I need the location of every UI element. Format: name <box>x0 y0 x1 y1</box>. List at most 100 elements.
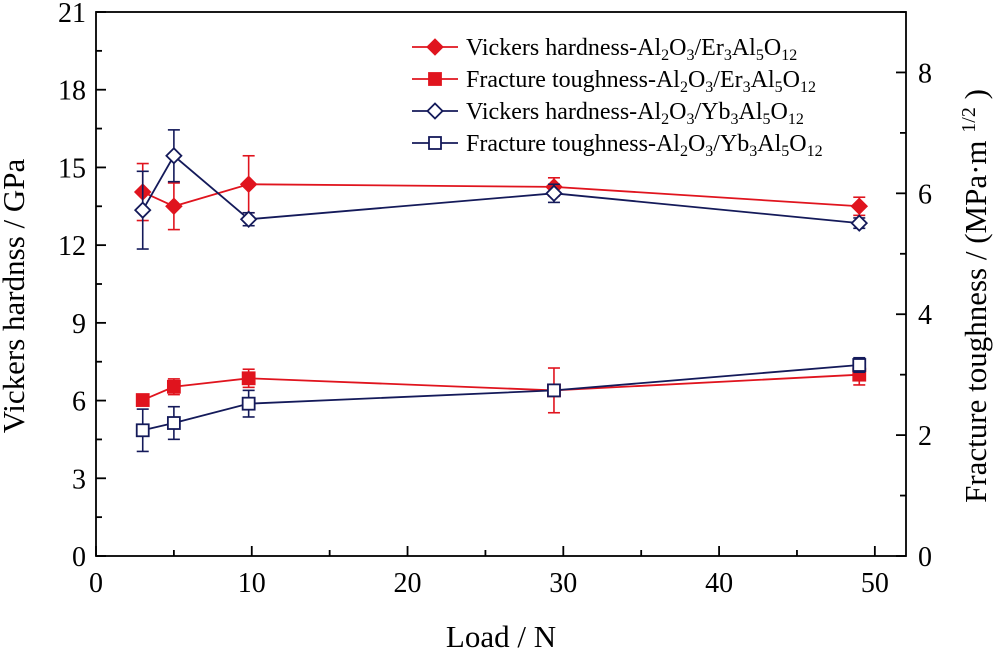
data-point <box>850 214 869 232</box>
legend-label-subscript: 2 <box>680 79 688 96</box>
x-tick-label: 10 <box>238 568 266 599</box>
legend-marker <box>428 136 442 150</box>
data-point <box>239 210 258 229</box>
legend-label-part: Al <box>757 131 781 157</box>
legend-label-part: Vickers hardness-Al <box>466 99 661 125</box>
legend-label-subscript: 3 <box>749 143 757 160</box>
right-y-tick-label: 2 <box>918 421 932 452</box>
data-point <box>135 423 150 438</box>
data-point <box>166 416 181 430</box>
legend-item-3: Vickers hardness-Al2O3/Yb3Al5O12 <box>412 99 804 128</box>
plot-border <box>95 11 907 557</box>
left-y-tick-label: 6 <box>72 387 86 418</box>
legend-label-part: O <box>688 131 705 157</box>
legend-label-part: /Yb <box>713 131 749 157</box>
legend-label-part: Fracture toughness-Al <box>466 67 680 93</box>
legend-label-part: O <box>789 131 806 157</box>
legend-label: Vickers hardness-Al2O3/Er3Al5O12 <box>466 35 797 64</box>
legend-label-subscript: 3 <box>687 47 695 64</box>
right-y-axis-title: Fracture toughness / (MPa·m 1/2 ) <box>947 89 993 503</box>
data-point <box>165 197 183 216</box>
legend-label-subscript: 3 <box>687 111 695 128</box>
legend-label: Vickers hardness-Al2O3/Yb3Al5O12 <box>466 99 804 128</box>
legend-marker <box>428 72 442 86</box>
legend-label-subscript: 3 <box>724 47 732 64</box>
series-layer <box>133 129 869 453</box>
legend-label-part: O <box>783 67 800 93</box>
legend-label-part: Al <box>751 67 775 93</box>
data-point <box>547 383 561 398</box>
legend-label-part: /Er <box>695 35 724 61</box>
right-y-tick-label: 0 <box>918 542 932 573</box>
left-y-tick-label: 18 <box>58 76 86 107</box>
data-point <box>545 184 563 203</box>
legend-label-subscript: 12 <box>800 79 816 96</box>
right-y-axis-title-close: ) <box>958 89 993 99</box>
left-y-tick-label: 3 <box>72 464 86 495</box>
x-tick-label: 30 <box>549 568 577 599</box>
right-y-tick-label: 4 <box>918 300 932 331</box>
data-point <box>135 393 150 407</box>
left-y-tick-label: 9 <box>72 309 86 340</box>
right-y-tick-label: 6 <box>918 179 932 210</box>
data-point <box>133 201 152 219</box>
left-y-tick-label: 12 <box>58 231 86 262</box>
legend-label-subscript: 2 <box>661 47 669 64</box>
legend-label-subscript: 3 <box>743 79 751 96</box>
plot-frame <box>95 11 907 557</box>
x-tick-label: 40 <box>705 568 733 599</box>
right-y-axis-title-sup: 1/2 <box>958 107 980 133</box>
legend-label-part: Al <box>732 35 756 61</box>
legend-item-1: Vickers hardness-Al2O3/Er3Al5O12 <box>412 35 797 64</box>
x-tick-label: 50 <box>861 568 889 599</box>
x-tick-label: 0 <box>89 568 103 599</box>
legend-label-subscript: 5 <box>781 143 789 160</box>
left-y-axis-title: Vickers hardnss / GPa <box>0 159 31 434</box>
legend-item-4: Fracture toughness-Al2O3/Yb3Al5O12 <box>412 131 823 160</box>
legend-label: Fracture toughness-Al2O3/Er3Al5O12 <box>466 67 816 96</box>
legend-label-subscript: 5 <box>756 47 764 64</box>
data-point <box>239 175 258 194</box>
legend-label-subscript: 2 <box>661 111 669 128</box>
x-axis-ticks: 0 10 20 30 40 50 <box>89 546 889 599</box>
legend-item-2: Fracture toughness-Al2O3/Er3Al5O12 <box>412 67 816 96</box>
data-point <box>241 396 256 411</box>
series-4 <box>135 356 867 453</box>
legend-label-subscript: 3 <box>705 143 713 160</box>
left-y-tick-label: 0 <box>72 542 86 573</box>
data-point <box>241 371 256 386</box>
data-point <box>166 379 181 394</box>
legend-label-part: O <box>764 35 781 61</box>
data-point <box>850 197 869 216</box>
legend-label-part: Vickers hardness-Al <box>466 35 661 61</box>
legend-marker <box>426 102 444 120</box>
legend-label-subscript: 5 <box>763 111 771 128</box>
right-y-axis-ticks: 0 2 4 6 8 <box>896 11 932 573</box>
data-point <box>852 358 867 372</box>
right-y-tick-label: 8 <box>918 58 932 89</box>
left-y-tick-label: 21 <box>58 0 86 29</box>
legend-label-part: /Er <box>713 67 742 93</box>
legend-label-subscript: 2 <box>680 143 688 160</box>
data-point <box>165 146 183 165</box>
legend: Vickers hardness-Al2O3/Er3Al5O12Fracture… <box>412 35 823 160</box>
legend-label-subscript: 5 <box>775 79 783 96</box>
legend-label-part: Fracture toughness-Al <box>466 131 680 157</box>
legend-label-part: Al <box>739 99 763 125</box>
legend-label-part: O <box>688 67 705 93</box>
legend-label-part: O <box>771 99 788 125</box>
series-3 <box>133 129 869 250</box>
right-y-axis-title-main: Fracture toughness / (MPa·m <box>958 140 993 502</box>
x-tick-label: 20 <box>394 568 422 599</box>
legend-label-part: O <box>669 35 686 61</box>
x-axis-title: Load / N <box>446 619 556 654</box>
left-y-axis-ticks: 0 3 6 9 12 15 18 21 <box>58 0 106 573</box>
legend-label-part: O <box>669 99 686 125</box>
legend-label-subscript: 3 <box>705 79 713 96</box>
legend-label-subscript: 12 <box>788 111 804 128</box>
legend-label-part: /Yb <box>695 99 731 125</box>
left-y-tick-label: 15 <box>58 153 86 184</box>
legend-label-subscript: 3 <box>731 111 739 128</box>
legend-label-subscript: 12 <box>781 47 797 64</box>
